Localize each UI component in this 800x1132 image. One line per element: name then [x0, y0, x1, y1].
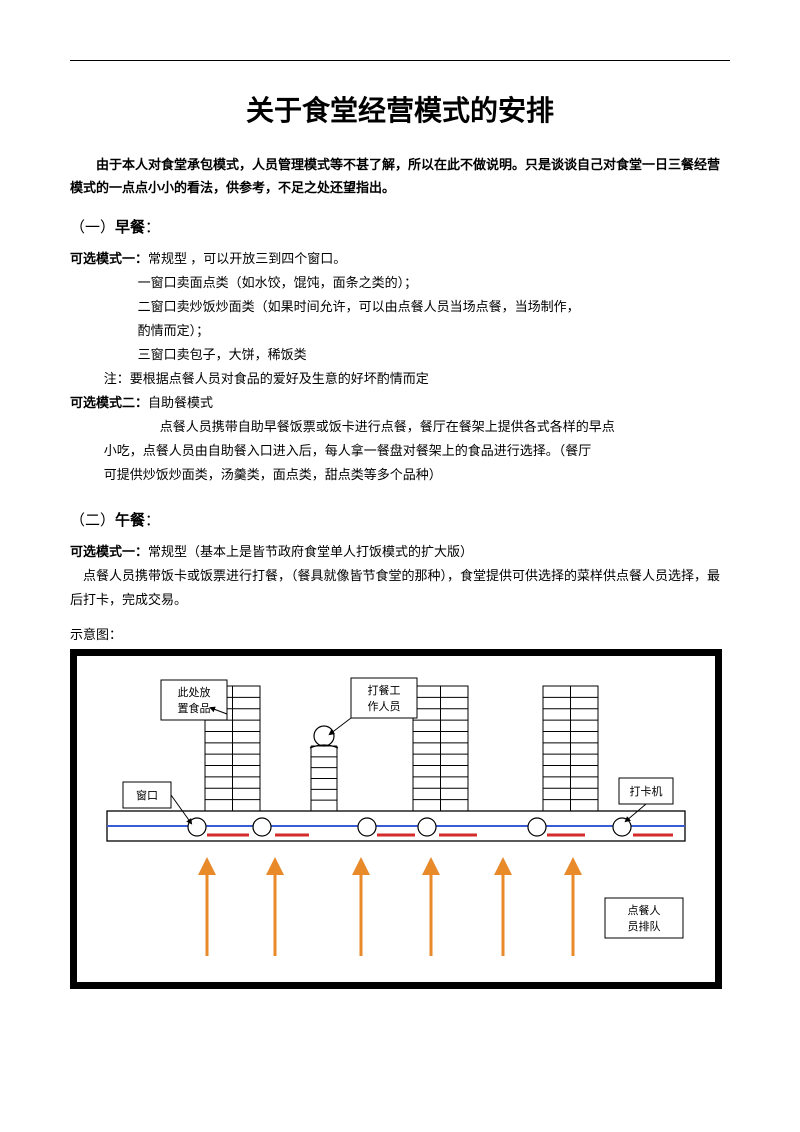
- section-2-colon: ：: [145, 513, 160, 529]
- svg-text:打卡机: 打卡机: [630, 784, 663, 798]
- s1-m2-p2: 小吃，点餐人员由自助餐入口进入后，每人拿一餐盘对餐架上的食品进行选择。（餐厅: [70, 439, 730, 463]
- svg-text:员排队: 员排队: [628, 919, 661, 933]
- diagram-label: 示意图：: [70, 624, 730, 643]
- section-2-num: （二）: [70, 513, 115, 529]
- page-title: 关于食堂经营模式的安排: [70, 89, 730, 129]
- svg-text:作人员: 作人员: [368, 700, 401, 713]
- section-1-name: 早餐: [115, 220, 145, 236]
- section-2-name: 午餐: [115, 513, 145, 529]
- top-rule: [70, 60, 730, 61]
- s1-m1-l2: 二窗口卖炒饭炒面类（如果时间允许，可以由点餐人员当场点餐，当场制作，: [70, 295, 730, 319]
- svg-text:此处放: 此处放: [178, 685, 211, 699]
- svg-text:打餐工: 打餐工: [368, 683, 401, 697]
- section-1-colon: ：: [145, 220, 160, 236]
- s1-mode1-type: 常规型 ，可以开放三到四个窗口。: [148, 251, 346, 266]
- s1-m1-l1: 一窗口卖面点类（如水饺，馄饨，面条之类的）；: [70, 271, 730, 295]
- section-2-heading: （二）午餐：: [70, 509, 730, 530]
- s1-m1-l2b: 酌情而定）；: [70, 319, 730, 343]
- svg-text:置食品: 置食品: [178, 701, 211, 715]
- intro-paragraph: 由于本人对食堂承包模式，人员管理模式等不甚了解，所以在此不做说明。只是谈谈自己对…: [70, 153, 730, 200]
- svg-text:窗口: 窗口: [136, 788, 158, 802]
- section-1-num: （一）: [70, 220, 115, 236]
- s2-p1: 点餐人员携带饭卡或饭票进行打餐，（餐具就像皆节食堂的那种），食堂提供可供选择的菜…: [70, 564, 730, 612]
- section-1-heading: （一）早餐：: [70, 216, 730, 237]
- s1-m1-l3: 三窗口卖包子，大饼，稀饭类: [70, 343, 730, 367]
- s1-mode2-label: 可选模式二：: [70, 395, 148, 410]
- s1-m2-p3: 可提供炒饭炒面类，汤羹类，面点类，甜点类等多个品种）: [70, 463, 730, 487]
- s1-m2-p1: 点餐人员携带自助早餐饭票或饭卡进行点餐，餐厅在餐架上提供各式各样的早点: [70, 415, 730, 439]
- spacer: [70, 487, 730, 505]
- diagram-container: 此处放置食品 打餐工作人员窗口 打卡机点餐人员排队: [70, 649, 722, 989]
- s2-mode1-line: 可选模式一：常规型（基本上是皆节政府食堂单人打饭模式的扩大版）: [70, 540, 730, 564]
- cafeteria-diagram: 此处放置食品 打餐工作人员窗口 打卡机点餐人员排队: [77, 656, 715, 982]
- s2-mode1-label: 可选模式一：: [70, 544, 148, 559]
- svg-text:点餐人: 点餐人: [628, 903, 661, 917]
- s1-mode2-type: 自助餐模式: [148, 395, 213, 410]
- s1-mode1-label: 可选模式一：: [70, 251, 148, 266]
- s2-mode1-type: 常规型（基本上是皆节政府食堂单人打饭模式的扩大版）: [148, 544, 473, 559]
- s1-mode2-line: 可选模式二：自助餐模式: [70, 391, 730, 415]
- s1-mode1-line: 可选模式一：常规型 ，可以开放三到四个窗口。: [70, 247, 730, 271]
- s1-note: 注：要根据点餐人员对食品的爱好及生意的好坏酌情而定: [70, 367, 730, 391]
